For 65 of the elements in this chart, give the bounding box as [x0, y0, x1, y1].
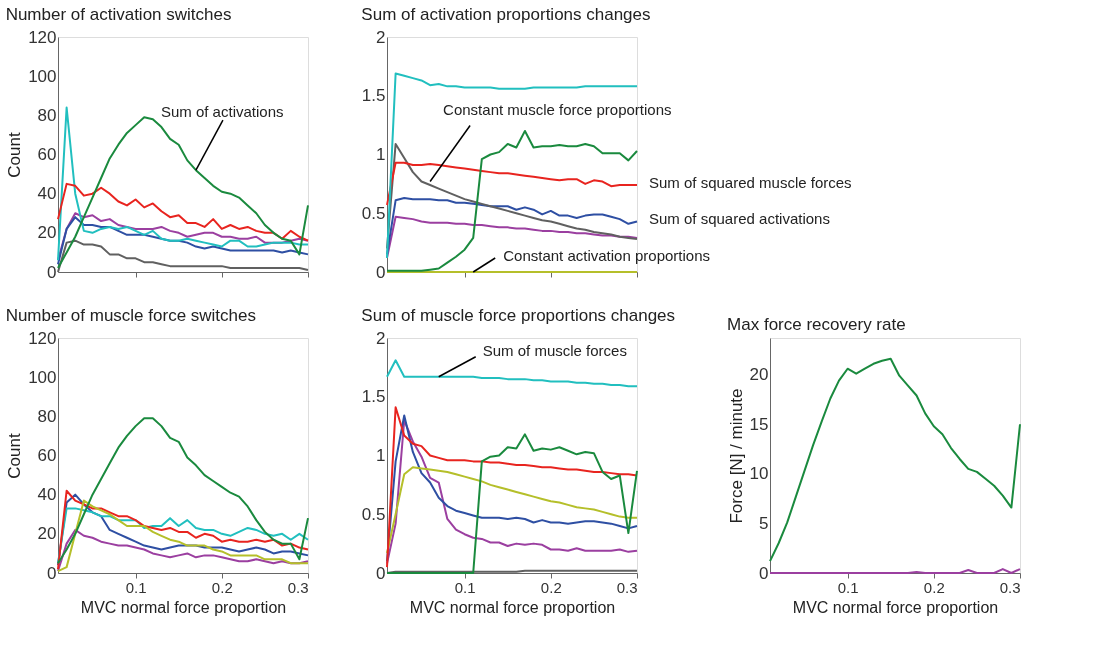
- y-tick-label: 60: [37, 145, 57, 164]
- annotation: Constant muscle force proportions: [443, 100, 672, 118]
- y-tick-label: 1: [376, 446, 386, 465]
- y-tick-label: 80: [37, 105, 57, 125]
- y-tick-label: 0.5: [361, 203, 386, 223]
- y-tick-label: 20: [749, 365, 769, 385]
- line-series: [386, 161, 638, 207]
- chart-title: Number of activation switches: [5, 5, 232, 24]
- annotation: Sum of muscle forces: [482, 341, 627, 359]
- y-axis-title: Count: [5, 433, 25, 479]
- y-tick-label: 0: [47, 262, 57, 282]
- line-series: [769, 357, 1021, 563]
- y-tick-label: 20: [37, 223, 57, 243]
- line-series: [57, 182, 309, 242]
- y-tick-label: 1.5: [361, 387, 386, 407]
- y-tick-label: 120: [28, 27, 57, 47]
- annotation: Sum of squared muscle forces: [649, 174, 852, 192]
- chart-title: Max force recovery rate: [727, 315, 906, 334]
- y-tick-label: 0: [376, 262, 386, 282]
- x-tick-label: 0.1: [125, 578, 147, 596]
- y-tick-label: 10: [749, 464, 769, 484]
- y-tick-label: 0.5: [361, 504, 386, 524]
- line-series: [386, 466, 638, 555]
- x-tick-label: 0.1: [837, 578, 859, 596]
- y-tick-label: 2: [376, 27, 386, 47]
- annotation: Constant activation proportions: [503, 247, 710, 264]
- x-axis-title: MVC normal force proportion: [792, 598, 999, 616]
- line-series: [386, 359, 638, 388]
- y-tick-label: 80: [37, 406, 57, 426]
- chart-title: Number of muscle force switches: [5, 306, 257, 325]
- line-series: [386, 130, 638, 272]
- line-series: [386, 215, 638, 259]
- y-tick-label: 0: [759, 563, 769, 583]
- chart-title: Sum of muscle force proportions changes: [361, 306, 676, 325]
- x-tick-label: 0.3: [616, 578, 638, 596]
- x-axis-title: MVC normal force proportion: [80, 598, 287, 616]
- y-tick-label: 0: [376, 563, 386, 583]
- line-series: [386, 142, 638, 250]
- x-axis-title: MVC normal force proportion: [409, 598, 616, 616]
- y-tick-label: 40: [37, 184, 57, 204]
- y-tick-label: 0: [47, 563, 57, 583]
- y-tick-label: 20: [37, 524, 57, 544]
- y-axis-title: Count: [5, 132, 25, 178]
- line-series: [57, 507, 309, 565]
- y-tick-label: 40: [37, 485, 57, 505]
- x-tick-label: 0.3: [287, 578, 309, 596]
- y-tick-label: 5: [759, 513, 769, 533]
- line-series: [57, 417, 309, 565]
- chart-title: Sum of activation proportions changes: [361, 5, 651, 24]
- x-tick-label: 0.2: [211, 578, 233, 596]
- x-tick-label: 0.1: [454, 578, 476, 596]
- y-tick-label: 120: [28, 328, 57, 348]
- y-tick-label: 1.5: [361, 86, 386, 106]
- y-tick-label: 2: [376, 328, 386, 348]
- y-axis-title: Force [N] / minute: [726, 388, 746, 524]
- annotation: Sum of activations: [160, 103, 284, 121]
- y-tick-label: 100: [28, 66, 57, 86]
- annotation: Sum of squared activations: [649, 210, 830, 228]
- x-tick-label: 0.2: [540, 578, 562, 596]
- x-tick-label: 0.3: [999, 578, 1021, 596]
- y-tick-label: 15: [749, 414, 769, 434]
- y-tick-label: 60: [37, 446, 57, 465]
- y-tick-label: 1: [376, 145, 386, 164]
- x-tick-label: 0.2: [923, 578, 945, 596]
- y-tick-label: 100: [28, 367, 57, 387]
